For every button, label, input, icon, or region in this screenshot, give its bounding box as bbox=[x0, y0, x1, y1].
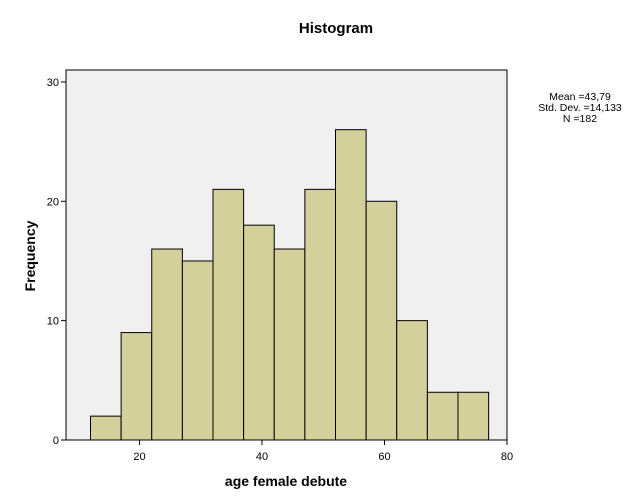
y-tick-label: 20 bbox=[47, 196, 59, 208]
histogram-bar-8 bbox=[304, 188, 336, 441]
stats-n: N =182 bbox=[562, 113, 598, 125]
x-axis-ticks: 20 40 60 80 bbox=[133, 440, 513, 463]
histogram-bar-12 bbox=[426, 391, 459, 441]
histogram-bar-6 bbox=[243, 224, 275, 441]
y-tick-label: 30 bbox=[47, 77, 59, 89]
histogram-bar-11 bbox=[396, 320, 428, 441]
stats-box: Mean =43,79 Std. Dev. =14,133 N =182 bbox=[530, 92, 630, 125]
y-tick-label: 0 bbox=[53, 435, 59, 447]
histogram-bar-13 bbox=[457, 391, 490, 441]
stats-std-dev: Std. Dev. =14,133 bbox=[538, 102, 622, 114]
bars-group bbox=[90, 129, 490, 441]
x-tick-label: 80 bbox=[501, 451, 513, 463]
histogram-bar-2 bbox=[120, 332, 153, 441]
y-axis-ticks: 0 10 20 30 bbox=[47, 77, 66, 447]
histogram-bar-7 bbox=[273, 248, 306, 441]
histogram-bar-3 bbox=[151, 248, 183, 441]
x-tick-label: 20 bbox=[133, 451, 145, 463]
histogram-bar-9 bbox=[335, 129, 367, 441]
histogram-bar-4 bbox=[181, 260, 214, 441]
y-axis-label: Frequency bbox=[22, 220, 38, 291]
x-tick-label: 40 bbox=[256, 451, 268, 463]
chart-title: Histogram bbox=[299, 20, 373, 37]
y-tick-label: 10 bbox=[47, 316, 59, 328]
x-tick-label: 60 bbox=[378, 451, 390, 463]
histogram-bar-5 bbox=[212, 188, 245, 441]
histogram-bar-1 bbox=[90, 415, 122, 441]
histogram-bar-10 bbox=[365, 200, 398, 441]
stats-mean: Mean =43,79 bbox=[549, 91, 611, 103]
x-axis-label: age female debute bbox=[225, 473, 347, 489]
